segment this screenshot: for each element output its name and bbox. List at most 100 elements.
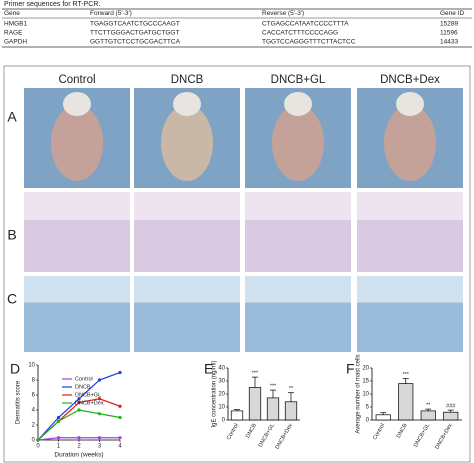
column-label: DNCB <box>171 74 204 86</box>
tissue <box>24 302 130 352</box>
bar <box>398 383 414 421</box>
table-cell: 15289 <box>440 21 458 28</box>
y-tick-label: 4 <box>32 408 36 414</box>
panel-letter: D <box>10 361 20 377</box>
mouse <box>272 105 324 181</box>
mouse-head <box>63 92 91 116</box>
table-cell: CTGAGCCATAATCCCCTTTA <box>262 21 349 28</box>
x-tick-label: DNCB <box>245 422 258 439</box>
y-tick-label: 6 <box>32 393 36 399</box>
mouse <box>161 105 213 181</box>
table-cell: GGTTGTCTCCTGCGACTTCA <box>90 39 181 46</box>
bar <box>375 414 391 421</box>
x-tick-label: Control <box>226 423 240 441</box>
series-point <box>36 438 40 442</box>
bar <box>420 410 436 421</box>
y-axis-label: Average number of mast cells <box>356 354 362 433</box>
legend-label: DNCB+GL <box>75 392 101 398</box>
table-cell: TTCTTGGGACTGATGCTGGT <box>90 30 179 37</box>
series-point <box>118 415 122 420</box>
x-tick-label: DNCB+GL <box>258 423 276 449</box>
y-tick-label: 30 <box>218 379 225 385</box>
y-tick-label: 0 <box>366 418 370 424</box>
panel-letter: F <box>346 361 355 377</box>
table-header: Forward (5'-3') <box>90 10 132 17</box>
y-tick-label: 10 <box>362 392 369 398</box>
x-tick-label: DNCB+Dex <box>434 423 454 451</box>
y-axis-label: Dermatitis score <box>16 380 22 424</box>
series-point <box>77 436 81 440</box>
table-cell: 14433 <box>440 39 458 46</box>
x-tick-label: DNCB+Dex <box>275 423 295 451</box>
significance-label: *** <box>270 384 277 390</box>
table-cell: CACCATCTTTCCCCAGG <box>262 30 338 37</box>
table-cell: TGGTCCAGGGTTTCTTACTCC <box>262 39 356 46</box>
column-label: DNCB+GL <box>271 74 326 86</box>
table-cell: HMGB1 <box>4 21 28 28</box>
mouse <box>384 105 436 181</box>
y-axis-label: IgE concentration (ng/ml) <box>212 360 218 427</box>
figure-frame <box>3 65 471 463</box>
y-tick-label: 5 <box>366 405 370 411</box>
series-point <box>118 370 122 375</box>
significance-label: *** <box>403 372 410 378</box>
x-tick-label: DNCB <box>396 422 409 439</box>
y-tick-label: 2 <box>32 423 36 429</box>
x-tick-label: 3 <box>98 444 102 450</box>
x-tick-label: 2 <box>77 444 81 450</box>
legend-label: DNCB+Dex <box>75 400 104 406</box>
series-point <box>77 400 81 405</box>
x-axis-label: Duration (weeks) <box>54 452 103 459</box>
series-point <box>97 412 102 416</box>
row-label: C <box>7 291 17 307</box>
series-point <box>97 378 102 382</box>
table-cell: RAGE <box>4 30 23 37</box>
mouse-head <box>396 92 424 116</box>
y-tick-label: 20 <box>218 392 225 398</box>
mouse-head <box>173 92 201 116</box>
tissue <box>245 302 351 352</box>
x-tick-label: DNCB+GL <box>413 423 431 449</box>
tissue <box>245 220 351 272</box>
y-tick-label: 0 <box>32 438 36 444</box>
legend-label: Control <box>75 376 93 382</box>
y-tick-label: 8 <box>32 378 36 384</box>
series-point <box>56 419 61 423</box>
series-point <box>97 436 102 440</box>
table-header: Gene ID <box>440 10 465 17</box>
significance-label: *** <box>252 371 259 377</box>
tissue <box>357 220 463 272</box>
tissue <box>357 302 463 352</box>
bar <box>248 387 262 421</box>
significance-label: ** <box>289 386 294 392</box>
y-tick-label: 10 <box>218 405 225 411</box>
legend-label: DNCB <box>75 384 91 390</box>
significance-label: ### <box>446 404 456 410</box>
bar <box>284 401 298 421</box>
y-tick-label: 20 <box>362 366 369 372</box>
y-tick-label: 15 <box>362 379 369 385</box>
y-tick-label: 10 <box>28 363 35 369</box>
y-tick-label: 40 <box>218 366 225 372</box>
series-point <box>77 397 81 401</box>
tissue <box>134 220 240 272</box>
series-point <box>56 436 61 440</box>
table-cell: 11596 <box>440 30 458 37</box>
row-label: A <box>7 109 17 125</box>
tissue <box>24 220 130 272</box>
series-point <box>77 408 81 412</box>
series-point <box>97 397 102 401</box>
column-label: DNCB+Dex <box>380 74 440 86</box>
bar <box>443 411 459 421</box>
table-header: Reverse (5'-3') <box>262 10 304 17</box>
column-label: Control <box>58 74 95 86</box>
series-point <box>56 415 61 420</box>
significance-label: ** <box>426 403 431 409</box>
series-point <box>118 436 122 440</box>
x-tick-label: Control <box>372 423 386 441</box>
mouse <box>51 105 103 181</box>
tissue <box>134 302 240 352</box>
table-cell: GAPDH <box>4 39 27 46</box>
bar <box>230 410 244 421</box>
